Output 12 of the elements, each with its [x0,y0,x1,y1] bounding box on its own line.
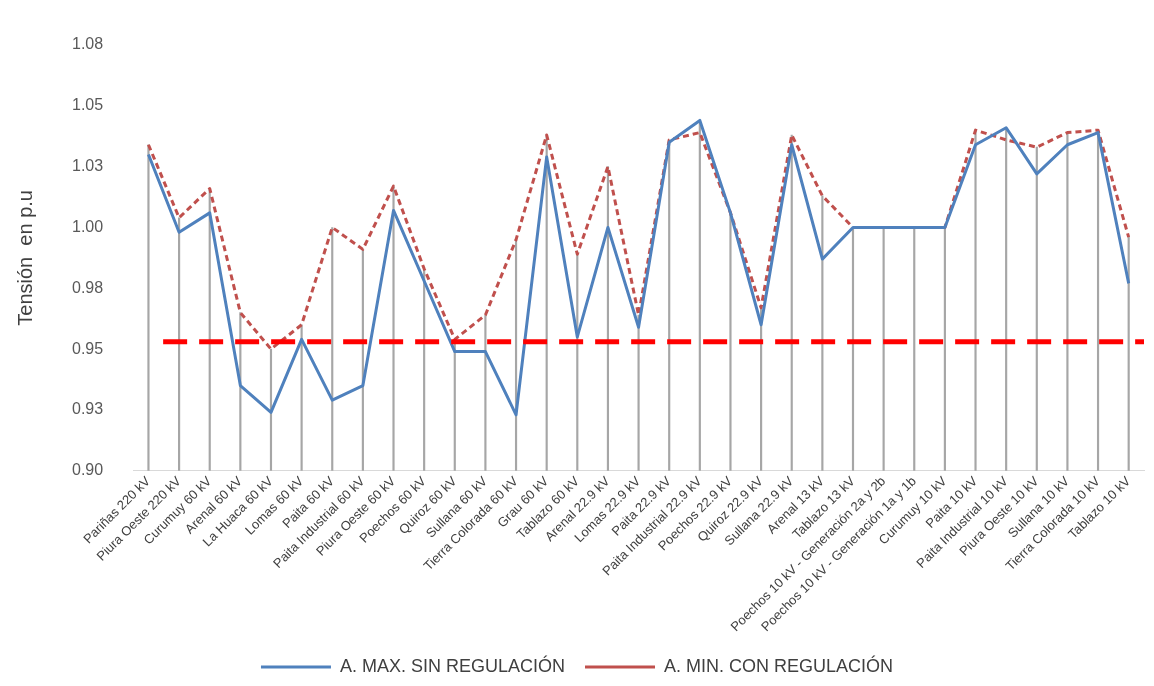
y-tick-label: 0.90 [72,461,104,479]
y-tick-label: 1.03 [72,157,104,175]
y-tick-label: 1.05 [72,96,104,114]
y-tick-label: 1.00 [72,217,104,235]
y-axis-title: Tensión en p.u [13,190,36,326]
y-tick-label: 0.93 [72,400,104,418]
legend-label: A. MAX. SIN REGULACIÓN [339,654,566,676]
legend-label: A. MIN. CON REGULACIÓN [664,654,894,676]
y-tick-label: 1.08 [72,35,104,53]
y-tick-label: 0.95 [72,339,104,357]
y-tick-label: 0.98 [72,278,104,296]
line-series [146,128,1131,351]
